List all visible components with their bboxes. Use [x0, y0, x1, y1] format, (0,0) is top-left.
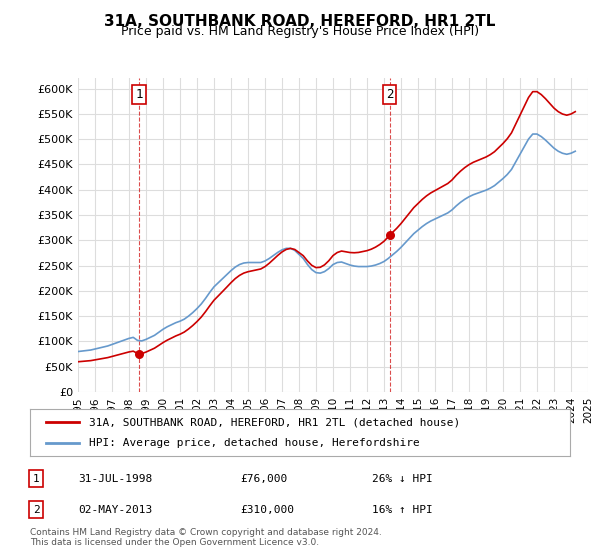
Text: 31A, SOUTHBANK ROAD, HEREFORD, HR1 2TL: 31A, SOUTHBANK ROAD, HEREFORD, HR1 2TL — [104, 14, 496, 29]
Text: 31A, SOUTHBANK ROAD, HEREFORD, HR1 2TL (detached house): 31A, SOUTHBANK ROAD, HEREFORD, HR1 2TL (… — [89, 417, 461, 427]
Text: £310,000: £310,000 — [240, 505, 294, 515]
Text: Contains HM Land Registry data © Crown copyright and database right 2024.
This d: Contains HM Land Registry data © Crown c… — [30, 528, 382, 547]
Text: 31-JUL-1998: 31-JUL-1998 — [78, 474, 152, 484]
Text: 1: 1 — [135, 88, 143, 101]
Point — [134, 349, 143, 358]
Text: 1: 1 — [32, 474, 40, 484]
Text: 16% ↑ HPI: 16% ↑ HPI — [372, 505, 433, 515]
Text: Price paid vs. HM Land Registry's House Price Index (HPI): Price paid vs. HM Land Registry's House … — [121, 25, 479, 38]
Text: 2: 2 — [386, 88, 394, 101]
Point — [385, 231, 394, 240]
Text: £76,000: £76,000 — [240, 474, 287, 484]
Text: 2: 2 — [32, 505, 40, 515]
Text: HPI: Average price, detached house, Herefordshire: HPI: Average price, detached house, Here… — [89, 438, 420, 448]
Text: 26% ↓ HPI: 26% ↓ HPI — [372, 474, 433, 484]
Text: 02-MAY-2013: 02-MAY-2013 — [78, 505, 152, 515]
